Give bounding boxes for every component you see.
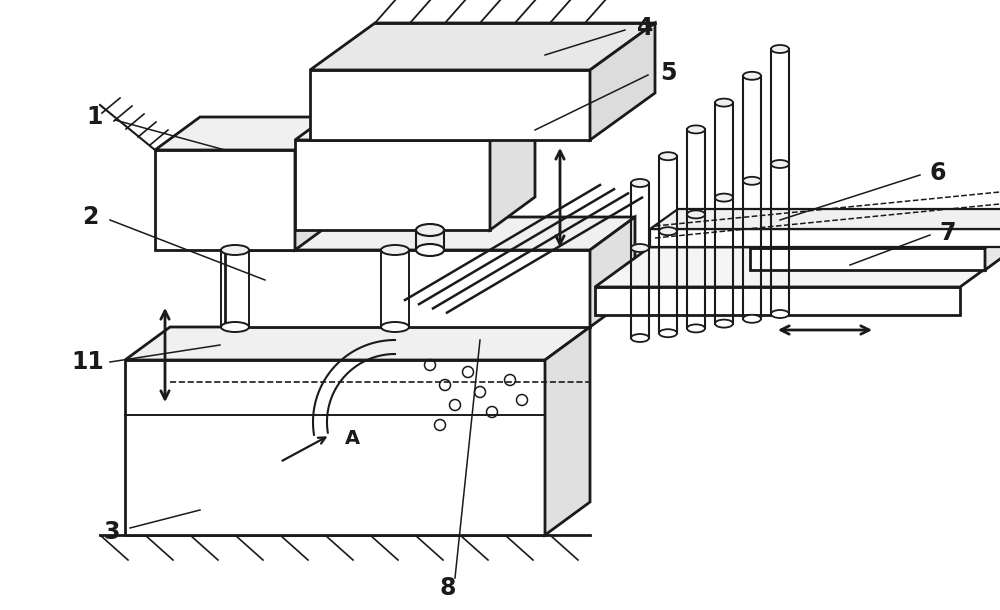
Ellipse shape: [221, 322, 249, 332]
Polygon shape: [295, 107, 535, 140]
Polygon shape: [155, 150, 295, 250]
Polygon shape: [650, 209, 1000, 229]
Polygon shape: [985, 215, 1000, 270]
Ellipse shape: [631, 244, 649, 252]
Polygon shape: [125, 327, 590, 360]
Polygon shape: [225, 217, 635, 250]
Ellipse shape: [715, 99, 733, 107]
Text: 8: 8: [440, 576, 456, 600]
Ellipse shape: [381, 245, 409, 255]
Polygon shape: [595, 247, 1000, 287]
Ellipse shape: [659, 152, 677, 160]
Polygon shape: [750, 248, 985, 270]
Polygon shape: [750, 215, 1000, 248]
Polygon shape: [650, 229, 1000, 247]
Ellipse shape: [687, 126, 705, 134]
Text: 6: 6: [930, 161, 946, 185]
Text: 4: 4: [637, 16, 653, 40]
Ellipse shape: [416, 244, 444, 256]
Polygon shape: [310, 70, 590, 140]
Ellipse shape: [416, 224, 444, 236]
Ellipse shape: [221, 245, 249, 255]
Polygon shape: [310, 23, 655, 70]
Ellipse shape: [771, 45, 789, 53]
Ellipse shape: [715, 193, 733, 201]
Ellipse shape: [743, 177, 761, 185]
Text: 1: 1: [87, 105, 103, 129]
Polygon shape: [595, 287, 960, 315]
Text: 11: 11: [72, 350, 104, 374]
Polygon shape: [295, 140, 490, 230]
Ellipse shape: [771, 310, 789, 318]
Ellipse shape: [631, 334, 649, 342]
Polygon shape: [490, 107, 535, 230]
Ellipse shape: [743, 315, 761, 323]
Ellipse shape: [771, 160, 789, 168]
Text: 5: 5: [660, 61, 676, 85]
Text: 3: 3: [104, 520, 120, 544]
Ellipse shape: [687, 210, 705, 218]
Text: A: A: [345, 428, 360, 448]
Polygon shape: [295, 117, 340, 250]
Ellipse shape: [715, 320, 733, 328]
Polygon shape: [125, 360, 545, 535]
Text: 2: 2: [82, 205, 98, 229]
Text: 7: 7: [940, 221, 956, 245]
Polygon shape: [590, 23, 655, 140]
Polygon shape: [155, 117, 340, 150]
Polygon shape: [225, 250, 590, 327]
Ellipse shape: [659, 227, 677, 235]
Ellipse shape: [381, 322, 409, 332]
Polygon shape: [590, 217, 635, 327]
Ellipse shape: [743, 72, 761, 80]
Ellipse shape: [631, 179, 649, 187]
Ellipse shape: [659, 329, 677, 337]
Ellipse shape: [687, 325, 705, 332]
Polygon shape: [545, 327, 590, 535]
